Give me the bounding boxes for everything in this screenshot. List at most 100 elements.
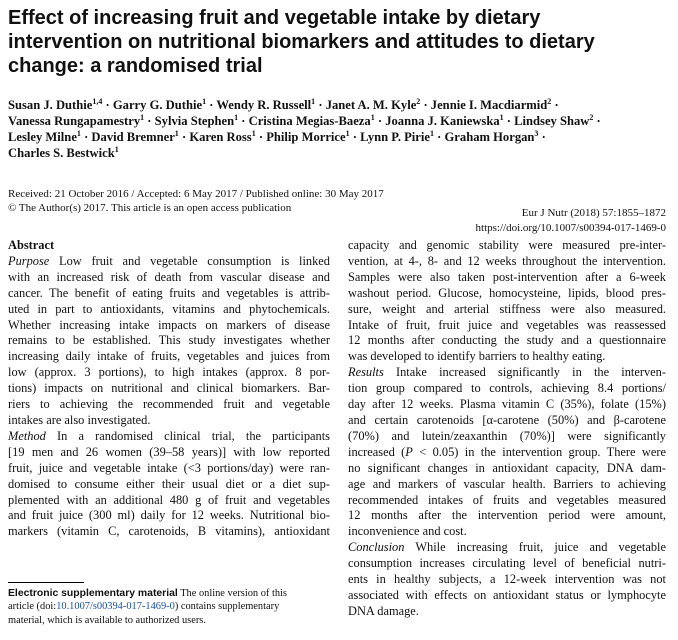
abstract-line: age and markers of vascular health. Barr… — [348, 476, 666, 491]
abstract-line: inconvenience and cost. — [348, 524, 467, 539]
abstract-line: with an increased risk of death from vas… — [8, 269, 330, 284]
line-text: < 0.05) in the intervention group. There… — [412, 444, 666, 459]
author-name[interactable]: Jennie I. Macdiarmid — [430, 98, 548, 112]
footnote-divider — [8, 582, 84, 583]
abstract-line: Conclusion While increasing fruit, juice… — [348, 540, 666, 556]
footnote-label: Electronic supplementary material — [8, 588, 178, 599]
abstract-line: increasing daily intake of fruits, veget… — [8, 349, 330, 364]
p-value-symbol: P — [405, 444, 413, 459]
author-name[interactable]: Lynn P. Pirie — [360, 130, 430, 144]
affiliation-sup: 1 — [76, 128, 81, 138]
line-text: Low fruit and vegetable consumption is l… — [49, 253, 330, 268]
affiliation-sup: 1 — [499, 112, 504, 122]
affiliation-sup: 3 — [534, 128, 539, 138]
separator: · — [105, 98, 110, 112]
abstract-line: riers to achieving the recommended fruit… — [8, 397, 330, 412]
affiliation-sup: 1 — [370, 112, 375, 122]
separator: · — [352, 130, 357, 144]
abstract-line: remains to be established. This study in… — [8, 333, 330, 348]
author-name[interactable]: Lesley Milne — [8, 130, 77, 144]
author-name[interactable]: Charles S. Bestwick — [8, 146, 115, 160]
affiliation-sup: 1 — [202, 96, 207, 106]
footnote-line: article (doi:10.1007/s00394-017-1469-0) … — [8, 600, 330, 613]
line-text: The online version of this — [177, 588, 287, 599]
abstract-line: washout period. Glucose, homocysteine, l… — [348, 285, 666, 300]
purpose-label: Purpose — [8, 253, 50, 268]
author-name[interactable]: Wendy R. Russell — [216, 98, 312, 112]
abstract-line: day after 12 weeks. Plasma vitamin C (35… — [348, 397, 666, 412]
conclusion-label: Conclusion — [348, 540, 405, 555]
journal-citation: Eur J Nutr (2018) 57:1855–1872 — [521, 207, 666, 219]
abstract-line: and fruit juice (300 ml) daily for 12 we… — [8, 508, 330, 523]
abstract-line: 12 months after conducting the study and… — [348, 333, 666, 348]
line-text: article (doi: — [8, 601, 57, 613]
separator: · — [209, 98, 214, 112]
affiliation-sup: 1 — [311, 96, 316, 106]
separator: · — [596, 114, 601, 128]
author-name[interactable]: David Bremner — [91, 130, 175, 144]
abstract-line: domised to consume either their usual di… — [8, 476, 330, 491]
abstract-line: [19 men and 26 women (39–58 years)] with… — [8, 444, 330, 459]
abstract-line: Results Intake increased significantly i… — [348, 365, 666, 381]
abstract-line: sure, weight and arterial stiffness were… — [348, 301, 666, 316]
supplementary-footnote: Electronic supplementary material The on… — [8, 587, 330, 627]
separator: · — [241, 114, 246, 128]
separator: · — [423, 98, 428, 112]
author-name[interactable]: Joanna J. Kaniewska — [385, 114, 500, 128]
affiliation-sup: 1 — [114, 144, 119, 154]
abstract-line: fruit, juice and vegetable intake (<3 po… — [8, 460, 330, 475]
abstract-line: 12 months after the intervention period … — [348, 508, 666, 523]
abstract-left-column: Abstract Purpose Low fruit and vegetable… — [8, 238, 330, 540]
author-name[interactable]: Cristina Megias-Baeza — [248, 114, 371, 128]
author-name[interactable]: Janet A. M. Kyle — [325, 98, 417, 112]
author-name[interactable]: Garry G. Duthie — [112, 98, 203, 112]
author-name[interactable]: Lindsey Shaw — [514, 114, 590, 128]
abstract-line: consumption increases circulating level … — [348, 556, 666, 571]
author-name[interactable]: Philip Morrice — [266, 130, 346, 144]
affiliation-sup: 1 — [251, 128, 256, 138]
publication-dates: Received: 21 October 2016 / Accepted: 6 … — [8, 187, 384, 215]
author-name[interactable]: Sylvia Stephen — [154, 114, 235, 128]
abstract-line: increased (P < 0.05) in the intervention… — [348, 445, 666, 461]
title-line: change: a randomised trial — [8, 55, 263, 77]
affiliation-sup: 2 — [416, 96, 421, 106]
abstract-line: Whether increasing intake impacts on mar… — [8, 317, 330, 332]
separator: · — [84, 130, 89, 144]
copyright-line: © The Author(s) 2017. This article is an… — [8, 202, 292, 214]
affiliation-sup: 2 — [589, 112, 594, 122]
author-line: Lesley Milne1 · David Bremner1 · Karen R… — [8, 129, 668, 145]
journal-info: Eur J Nutr (2018) 57:1855–1872 https://d… — [476, 206, 666, 235]
author-name[interactable]: Karen Ross — [189, 130, 252, 144]
abstract-line: vention, at 4-, 8- and 12 weeks througho… — [348, 253, 666, 268]
title-line: intervention on nutritional biomarkers a… — [8, 31, 595, 53]
abstract-line: intakes are also investigated. — [8, 412, 151, 427]
affiliation-sup: 1,4 — [92, 96, 103, 106]
abstract-line: tion group compared to controls, achievi… — [348, 381, 666, 396]
abstract-line: recommended intakes of fruits and vegeta… — [348, 492, 666, 507]
separator: · — [437, 130, 442, 144]
abstract-line: plemented with an additional 480 g of fr… — [8, 492, 330, 507]
author-name[interactable]: Vanessa Rungapamestry — [8, 114, 141, 128]
abstract-right-column: capacity and genomic stability were meas… — [348, 238, 666, 620]
affiliation-sup: 1 — [430, 128, 434, 138]
affiliation-sup: 1 — [345, 128, 350, 138]
author-list: Susan J. Duthie1,4 · Garry G. Duthie1 · … — [8, 97, 668, 161]
affiliation-sup: 1 — [174, 128, 179, 138]
results-label: Results — [348, 365, 384, 380]
journal-doi-link[interactable]: https://doi.org/10.1007/s00394-017-1469-… — [475, 221, 666, 234]
article-title: Effect of increasing fruit and vegetable… — [8, 6, 628, 78]
separator: · — [554, 98, 559, 112]
line-text: ) contains supplementary — [174, 601, 280, 613]
separator: · — [377, 114, 383, 128]
abstract-line: ents in healthy subjects, a 12-week inte… — [348, 572, 666, 587]
author-name[interactable]: Susan J. Duthie — [8, 98, 93, 112]
abstract-line: Intake of fruit, fruit juice and vegetab… — [348, 317, 666, 332]
author-name[interactable]: Graham Horgan — [444, 130, 535, 144]
abstract-line: no significant changes in antioxidant ca… — [348, 460, 666, 475]
affiliation-sup: 1 — [140, 112, 145, 122]
footnote-doi-link[interactable]: 10.1007/s00394-017-1469-0 — [56, 601, 175, 613]
affiliation-sup: 2 — [547, 96, 552, 106]
author-line: Vanessa Rungapamestry1 · Sylvia Stephen1… — [8, 113, 668, 129]
author-line: Susan J. Duthie1,4 · Garry G. Duthie1 · … — [8, 97, 668, 113]
footnote-line: material, which is available to authoriz… — [8, 614, 206, 626]
